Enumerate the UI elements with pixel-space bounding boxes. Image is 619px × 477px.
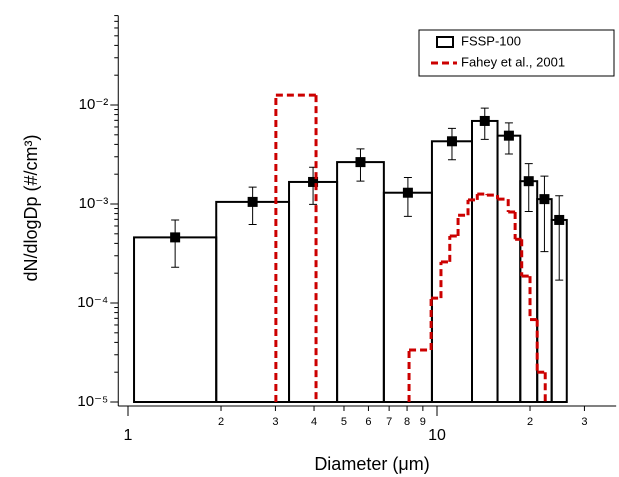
marker [170,232,181,243]
marker [503,130,514,141]
x-tick-label: 1 [124,427,133,444]
marker [247,196,258,207]
bar [430,140,474,403]
y-axis-title: dN/dlogDp (#/cm³) [21,134,41,281]
marker [554,214,565,225]
error-bar [540,175,549,253]
x-axis-title: Diameter (μm) [314,454,429,474]
bar [382,191,433,403]
y-tick-label: 10⁻⁵ [77,393,108,410]
marker [539,194,550,205]
marker [402,187,413,198]
y-tick-label: 10⁻² [79,96,109,113]
legend-label: Fahey et al., 2001 [461,54,565,69]
x-tick-label: 9 [420,416,426,428]
x-tick-label: 3 [272,416,278,428]
y-tick-label: 10⁻⁴ [77,294,108,311]
legend-label: FSSP-100 [461,33,521,48]
legend-swatch [436,36,454,48]
error-bar [524,163,533,212]
x-tick-label: 2 [527,416,533,428]
bar [288,180,339,403]
error-bar [555,195,564,281]
marker [523,176,534,187]
error-bar [171,219,180,268]
marker [479,115,490,126]
marker [308,176,319,187]
marker [446,136,457,147]
x-tick-label: 8 [404,416,410,428]
bar [471,119,499,403]
x-tick-label: 4 [311,416,317,428]
bar [496,134,522,403]
x-tick-label: 7 [386,416,392,428]
x-tick-label: 10 [428,427,446,444]
x-tick-label: 6 [365,416,371,428]
x-tick-label: 2 [218,416,224,428]
bar [215,200,291,403]
x-tick-label: 5 [341,416,347,428]
bar [336,161,385,403]
marker [355,157,366,168]
y-tick-label: 10⁻³ [79,195,109,212]
x-tick-label: 3 [581,416,587,428]
